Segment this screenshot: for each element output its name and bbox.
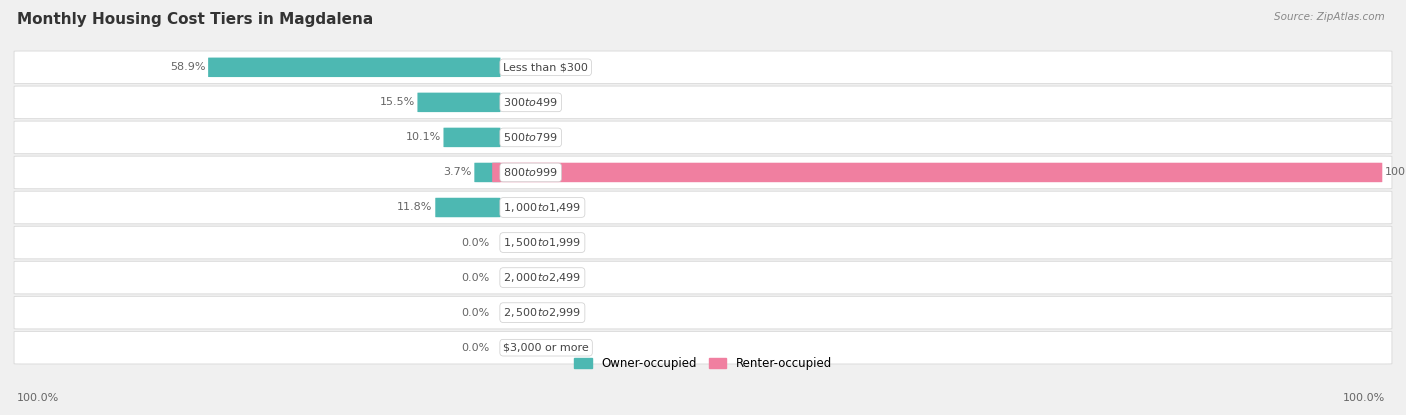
Text: 10.1%: 10.1% (405, 132, 440, 142)
FancyBboxPatch shape (443, 128, 501, 147)
Text: 0.0%: 0.0% (461, 273, 489, 283)
FancyBboxPatch shape (14, 121, 1392, 154)
FancyBboxPatch shape (208, 58, 501, 77)
Text: $2,000 to $2,499: $2,000 to $2,499 (503, 271, 582, 284)
FancyBboxPatch shape (14, 296, 1392, 329)
FancyBboxPatch shape (492, 163, 1382, 182)
Text: 0.0%: 0.0% (503, 273, 531, 283)
Text: $1,500 to $1,999: $1,500 to $1,999 (503, 236, 582, 249)
Text: 0.0%: 0.0% (461, 237, 489, 247)
Text: $3,000 or more: $3,000 or more (503, 343, 589, 353)
Text: 0.0%: 0.0% (503, 98, 531, 107)
FancyBboxPatch shape (14, 332, 1392, 364)
Text: 0.0%: 0.0% (503, 343, 531, 353)
Text: $1,000 to $1,499: $1,000 to $1,499 (503, 201, 582, 214)
Legend: Owner-occupied, Renter-occupied: Owner-occupied, Renter-occupied (569, 353, 837, 375)
FancyBboxPatch shape (14, 261, 1392, 294)
Text: 100.0%: 100.0% (1343, 393, 1385, 403)
Text: 100.0%: 100.0% (1385, 168, 1406, 178)
FancyBboxPatch shape (474, 163, 501, 182)
Text: $2,500 to $2,999: $2,500 to $2,999 (503, 306, 582, 319)
FancyBboxPatch shape (14, 226, 1392, 259)
Text: Source: ZipAtlas.com: Source: ZipAtlas.com (1274, 12, 1385, 22)
Text: 0.0%: 0.0% (503, 237, 531, 247)
FancyBboxPatch shape (14, 156, 1392, 189)
FancyBboxPatch shape (436, 198, 501, 217)
Text: $300 to $499: $300 to $499 (503, 96, 558, 108)
Text: 3.7%: 3.7% (443, 168, 471, 178)
Text: 11.8%: 11.8% (396, 203, 433, 212)
FancyBboxPatch shape (14, 191, 1392, 224)
Text: $500 to $799: $500 to $799 (503, 132, 558, 144)
Text: 0.0%: 0.0% (461, 308, 489, 317)
FancyBboxPatch shape (418, 93, 501, 112)
Text: 0.0%: 0.0% (461, 343, 489, 353)
Text: 100.0%: 100.0% (17, 393, 59, 403)
Text: 0.0%: 0.0% (503, 62, 531, 72)
Text: 0.0%: 0.0% (503, 132, 531, 142)
Text: 15.5%: 15.5% (380, 98, 415, 107)
FancyBboxPatch shape (14, 51, 1392, 83)
Text: Less than $300: Less than $300 (503, 62, 588, 72)
Text: 58.9%: 58.9% (170, 62, 205, 72)
Text: 0.0%: 0.0% (503, 308, 531, 317)
Text: 0.0%: 0.0% (503, 203, 531, 212)
Text: Monthly Housing Cost Tiers in Magdalena: Monthly Housing Cost Tiers in Magdalena (17, 12, 373, 27)
FancyBboxPatch shape (14, 86, 1392, 119)
Text: $800 to $999: $800 to $999 (503, 166, 558, 178)
